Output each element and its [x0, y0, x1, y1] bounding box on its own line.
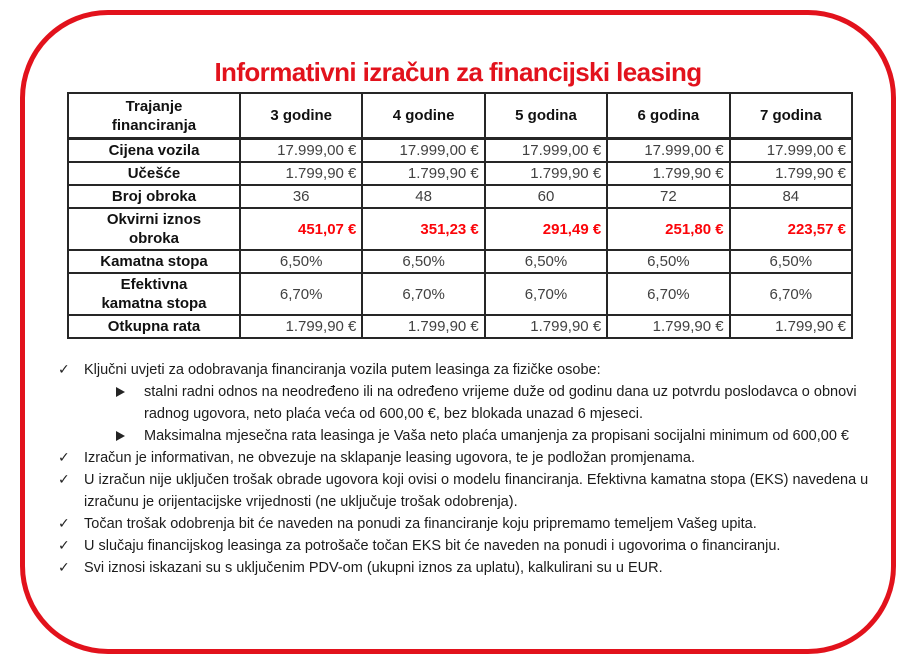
- note-item: ✓ U slučaju financijskog leasinga za potr…: [58, 535, 872, 557]
- cell-value: 6,70%: [483, 272, 609, 316]
- cell-value: 6,70%: [606, 272, 731, 316]
- cell-value: 6,70%: [238, 272, 364, 316]
- column-header: 4 godine: [361, 92, 486, 140]
- cell-value: 6,70%: [728, 272, 854, 316]
- note-text: U izračun nije uključen trošak obrade ug…: [84, 472, 869, 510]
- cell-value: 17.999,00 €: [483, 137, 609, 163]
- checkmark-icon: ✓: [58, 362, 70, 378]
- sub-note-item: Maksimalna mjesečna rata leasinga je Vaš…: [116, 425, 872, 447]
- cell-value: 6,50%: [728, 249, 854, 274]
- cell-value: 1.799,90 €: [483, 161, 609, 186]
- cell-value: 6,50%: [238, 249, 364, 274]
- note-item: ✓ U izračun nije uključen trošak obrade u…: [58, 469, 872, 513]
- cell-value: 291,49 €: [483, 207, 609, 251]
- cell-value: 84: [728, 184, 854, 209]
- arrowhead-icon: [116, 382, 134, 404]
- note-item: ✓ Izračun je informativan, ne obvezuje na…: [58, 447, 872, 469]
- cell-value: 1.799,90 €: [361, 314, 486, 339]
- note-item: ✓ Ključni uvjeti za odobravanja financira…: [58, 359, 872, 381]
- notes-list: ✓ Ključni uvjeti za odobravanja financira…: [58, 359, 872, 579]
- table-row: Efektivna kamatna stopa 6,70% 6,70% 6,70% 6,…: [67, 272, 854, 316]
- note-item: ✓ Svi iznosi iskazani su s uključenim PDV…: [58, 557, 872, 579]
- cell-value: 1.799,90 €: [483, 314, 609, 339]
- table-row: Učešće 1.799,90 €1.799,90 €1.799,90 €1.79…: [67, 161, 854, 186]
- arrowhead-icon: [116, 426, 134, 448]
- checkmark-icon: ✓: [58, 450, 70, 466]
- cell-value: 17.999,00 €: [238, 137, 364, 163]
- note-text: Izračun je informativan, ne obvezuje na …: [84, 450, 695, 466]
- row-label: Okvirni iznos obroka: [67, 207, 241, 251]
- note-text: stalni radni odnos na neodređeno ili na …: [144, 384, 857, 422]
- leasing-table: Trajanje financiranja 3 godine 4 godine 5 g…: [67, 92, 854, 339]
- cell-value: 251,80 €: [606, 207, 731, 251]
- checkmark-icon: ✓: [58, 538, 70, 554]
- note-text: Svi iznosi iskazani su s uključenim PDV-…: [84, 560, 663, 576]
- cell-value: 17.999,00 €: [728, 137, 854, 163]
- row-label: Otkupna rata: [67, 314, 241, 339]
- table-row: Cijena vozila 17.999,00 €17.999,00 €17.99…: [67, 137, 854, 163]
- cell-value: 1.799,90 €: [728, 314, 854, 339]
- cell-value: 1.799,90 €: [238, 314, 364, 339]
- table-row: Otkupna rata 1.799,90 €1.799,90 €1.799,90…: [67, 314, 854, 339]
- column-header: 5 godina: [483, 92, 609, 140]
- cell-value: 6,70%: [361, 272, 486, 316]
- note-text: Ključni uvjeti za odobravanja financiran…: [84, 362, 601, 378]
- note-item: ✓ Točan trošak odobrenja bit će naveden n…: [58, 513, 872, 535]
- leasing-table-header: Trajanje financiranja 3 godine 4 godine 5 g…: [67, 92, 854, 140]
- cell-value: 351,23 €: [361, 207, 486, 251]
- cell-value: 1.799,90 €: [606, 314, 731, 339]
- corner-header: Trajanje financiranja: [67, 92, 241, 140]
- cell-value: 451,07 €: [238, 207, 364, 251]
- cell-value: 72: [606, 184, 731, 209]
- cell-value: 1.799,90 €: [606, 161, 731, 186]
- cell-value: 6,50%: [483, 249, 609, 274]
- checkmark-icon: ✓: [58, 560, 70, 576]
- cell-value: 60: [483, 184, 609, 209]
- row-label: Kamatna stopa: [67, 249, 241, 274]
- cell-value: 1.799,90 €: [361, 161, 486, 186]
- table-row: Broj obroka 36 48 60 72 84: [67, 184, 854, 209]
- cell-value: 6,50%: [606, 249, 731, 274]
- note-text: Točan trošak odobrenja bit će naveden na…: [84, 516, 757, 532]
- row-label: Cijena vozila: [67, 137, 241, 163]
- row-label: Broj obroka: [67, 184, 241, 209]
- note-text: U slučaju financijskog leasinga za potro…: [84, 538, 781, 554]
- column-header: 6 godina: [606, 92, 731, 140]
- row-label: Efektivna kamatna stopa: [67, 272, 241, 316]
- cell-value: 17.999,00 €: [361, 137, 486, 163]
- checkmark-icon: ✓: [58, 516, 70, 532]
- column-header: 3 godine: [238, 92, 364, 140]
- checkmark-icon: ✓: [58, 472, 70, 488]
- cell-value: 17.999,00 €: [606, 137, 731, 163]
- table-row: Kamatna stopa 6,50% 6,50% 6,50% 6,50% 6,50%: [67, 249, 854, 274]
- header-row: Trajanje financiranja 3 godine 4 godine 5 g…: [67, 92, 854, 140]
- column-header: 7 godina: [728, 92, 854, 140]
- leasing-table-body: Cijena vozila 17.999,00 €17.999,00 €17.99…: [67, 137, 854, 339]
- cell-value: 6,50%: [361, 249, 486, 274]
- cell-value: 48: [361, 184, 486, 209]
- table-row: Okvirni iznos obroka 451,07 €351,23 €291,…: [67, 207, 854, 251]
- note-text: Maksimalna mjesečna rata leasinga je Vaš…: [144, 428, 849, 444]
- page-title: Informativni izračun za financijski leas…: [214, 57, 702, 87]
- sub-note-item: stalni radni odnos na neodređeno ili na …: [116, 381, 872, 425]
- cell-value: 223,57 €: [728, 207, 854, 251]
- row-label: Učešće: [67, 161, 241, 186]
- cell-value: 1.799,90 €: [728, 161, 854, 186]
- cell-value: 1.799,90 €: [238, 161, 364, 186]
- cell-value: 36: [238, 184, 364, 209]
